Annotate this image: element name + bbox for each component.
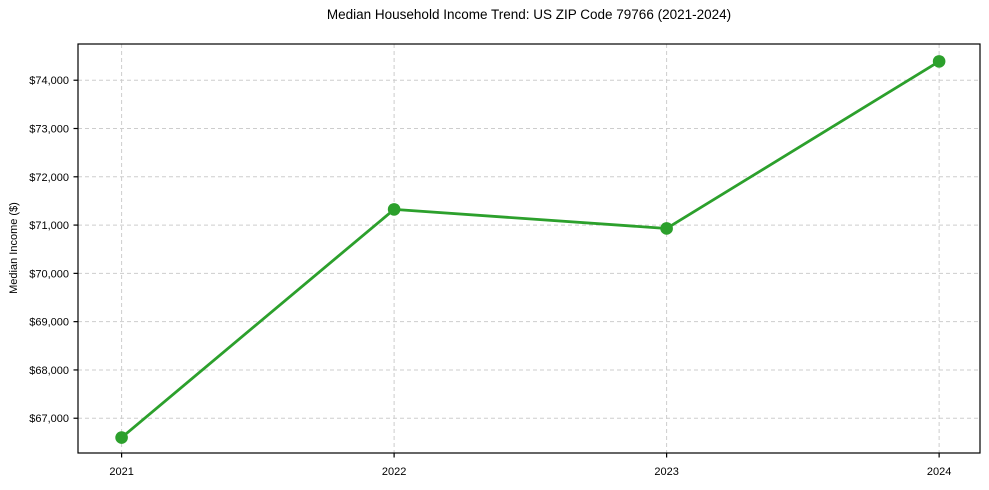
data-point [387, 203, 401, 216]
x-tick-label: 2022 [382, 466, 406, 478]
x-tick-label: 2021 [109, 466, 133, 478]
data-point [660, 222, 673, 235]
chart-title: Median Household Income Trend: US ZIP Co… [326, 7, 732, 22]
x-tick-label: 2023 [654, 466, 678, 478]
y-tick-label: $69,000 [29, 317, 69, 329]
y-tick-label: $71,000 [29, 220, 69, 232]
plot-border [77, 43, 981, 454]
y-tick-label: $70,000 [29, 268, 69, 280]
y-tick-label: $72,000 [29, 172, 69, 184]
y-tick-label: $73,000 [29, 124, 69, 136]
y-tick-label: $67,000 [29, 413, 69, 425]
data-point [115, 431, 128, 444]
data-point [932, 55, 946, 68]
x-tick-label: 2024 [927, 466, 951, 478]
y-tick-label: $74,000 [29, 75, 69, 87]
trend-line [120, 59, 941, 439]
y-tick-label: $68,000 [29, 365, 69, 377]
